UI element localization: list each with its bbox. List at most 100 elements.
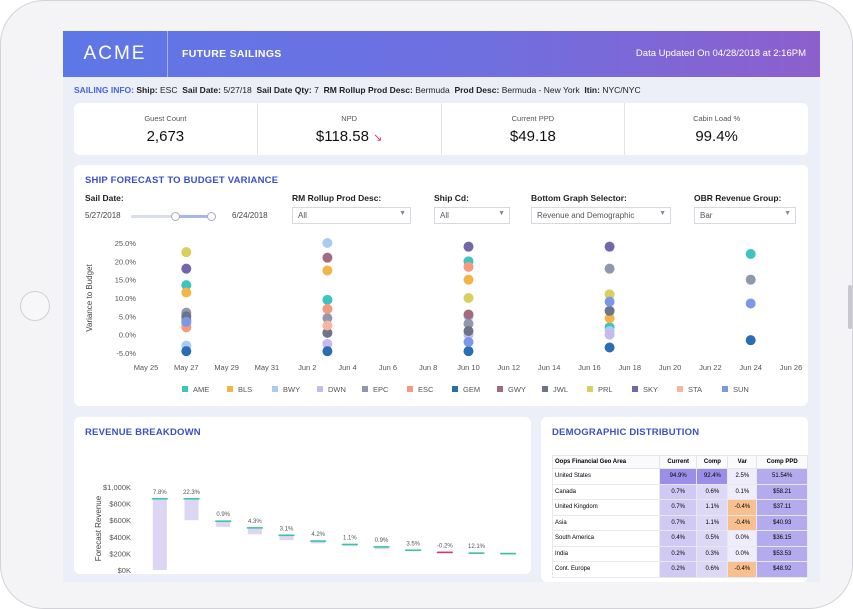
legend-label[interactable]: DWN xyxy=(328,385,346,394)
legend-label[interactable]: SKY xyxy=(643,385,658,394)
scatter-point-ame[interactable] xyxy=(322,294,333,305)
legend-label[interactable]: PRL xyxy=(598,385,613,394)
scatter-point-jwl[interactable] xyxy=(463,326,474,336)
legend-label[interactable]: STA xyxy=(688,385,702,394)
legend-swatch xyxy=(632,386,638,392)
legend-label[interactable]: AME xyxy=(193,385,209,394)
scatter-point-bls[interactable] xyxy=(322,265,333,276)
scatter-point-gem[interactable] xyxy=(181,346,192,357)
revenue-bar[interactable] xyxy=(184,497,199,521)
obr-select[interactable]: Bar ▼ xyxy=(694,207,796,224)
table-row[interactable]: India 0.2% 0.3% 0.0% $53.53 xyxy=(552,545,808,562)
col-header[interactable]: Comp PPD xyxy=(756,455,808,469)
y-tick-label: -5.0% xyxy=(116,349,136,358)
col-header[interactable]: Oops Financial Geo Area xyxy=(552,455,660,469)
table-row[interactable]: Asia 0.7% 1.1% -0.4% $40.93 xyxy=(552,514,808,531)
revenue-bar[interactable] xyxy=(279,534,294,541)
scatter-point-sta[interactable] xyxy=(322,320,333,331)
scatter-point-esc[interactable] xyxy=(463,261,474,272)
sail-qty-label: Sail Date Qty: xyxy=(256,85,312,95)
scatter-point-epc[interactable] xyxy=(463,318,474,329)
scatter-point-dwn[interactable] xyxy=(322,338,333,349)
kpi-value: 99.4% xyxy=(695,128,738,145)
table-row[interactable]: Cont. Europe 0.2% 0.6% -0.4% $48.92 xyxy=(552,561,808,578)
table-row[interactable]: United Kingdom 0.7% 1.1% -0.4% $37.11 xyxy=(552,499,808,516)
scatter-point-jwl[interactable] xyxy=(604,305,615,316)
scatter-point-sun[interactable] xyxy=(745,298,756,309)
legend-label[interactable]: BLS xyxy=(238,385,252,394)
col-header[interactable]: Var xyxy=(727,455,758,469)
scatter-point-bwy[interactable] xyxy=(322,238,333,248)
ship-select[interactable]: All ▼ xyxy=(434,207,510,224)
prod-desc-label: Prod Desc: xyxy=(454,85,500,95)
scatter-point-prl[interactable] xyxy=(604,289,615,300)
scatter-point-sky[interactable] xyxy=(181,263,192,274)
top-bar: ACME FUTURE SAILINGS Data Updated On 04/… xyxy=(63,31,820,77)
sail-date-label: Sail Date: xyxy=(182,85,221,95)
scatter-point-gem[interactable] xyxy=(604,342,615,353)
table-cell: 0.3% xyxy=(696,545,729,562)
scatter-point-sun[interactable] xyxy=(604,296,615,307)
x-tick-label: Jun 12 xyxy=(498,363,521,372)
scatter-point-gem[interactable] xyxy=(463,346,474,357)
scatter-point-prl[interactable] xyxy=(463,293,474,303)
scatter-point-gwy[interactable] xyxy=(322,252,333,263)
slider-range xyxy=(176,215,212,218)
slider-start-handle[interactable] xyxy=(171,212,180,221)
scatter-point-jwl[interactable] xyxy=(322,327,333,338)
home-button[interactable] xyxy=(20,291,50,321)
scatter-point-dwn[interactable] xyxy=(604,329,615,340)
legend-label[interactable]: GWY xyxy=(508,385,526,394)
revenue-bar[interactable] xyxy=(152,497,167,570)
revenue-bar[interactable] xyxy=(247,526,262,535)
scatter-point-prl[interactable] xyxy=(181,247,192,258)
rollup-label: RM Rollup Prod Desc: xyxy=(323,85,413,95)
col-header[interactable]: Comp xyxy=(696,455,729,469)
scatter-point-bls[interactable] xyxy=(463,274,474,285)
variance-label: 0.9% xyxy=(375,538,389,544)
x-tick-label: Jun 16 xyxy=(578,363,601,372)
bottom-graph-select[interactable]: Revenue and Demographic ▼ xyxy=(531,207,671,224)
table-row[interactable]: United States 94.9% 92.4% 2.5% 51.54% xyxy=(552,468,808,485)
slider-end-handle[interactable] xyxy=(207,212,216,221)
table-cell: 1.1% xyxy=(696,499,729,516)
rollup-select[interactable]: All ▼ xyxy=(292,207,411,224)
scatter-point-gwy[interactable] xyxy=(463,309,474,320)
scatter-point-bls[interactable] xyxy=(181,287,192,298)
revenue-bar[interactable] xyxy=(216,520,231,527)
scatter-point-sun[interactable] xyxy=(463,337,474,347)
scatter-point-sun[interactable] xyxy=(181,316,192,327)
scatter-point-gem[interactable] xyxy=(745,335,756,346)
scatter-point-ame[interactable] xyxy=(745,249,756,259)
legend-label[interactable]: ESC xyxy=(418,385,434,394)
scatter-point-epc[interactable] xyxy=(322,313,333,324)
legend-label[interactable]: GEM xyxy=(463,385,480,394)
scatter-point-gem[interactable] xyxy=(322,346,333,357)
scatter-point-esc[interactable] xyxy=(322,304,333,314)
legend-label[interactable]: JWL xyxy=(553,385,568,394)
scatter-point-sky[interactable] xyxy=(604,241,615,252)
x-tick-label: Jun 2 xyxy=(298,363,316,372)
date-range-slider[interactable] xyxy=(131,212,216,221)
table-cell: 0.7% xyxy=(658,514,698,531)
table-cell: $58.21 xyxy=(756,483,808,500)
table-row[interactable]: South America 0.4% 0.5% 0.0% $36.15 xyxy=(552,530,808,547)
table-cell: 0.0% xyxy=(727,530,758,547)
x-tick-label: Jun 22 xyxy=(699,363,722,372)
rollup-filter-label: RM Rollup Prod Desc: xyxy=(292,193,382,203)
side-button[interactable] xyxy=(848,285,852,329)
col-header[interactable]: Current xyxy=(658,455,698,469)
scatter-point-sky[interactable] xyxy=(463,241,474,252)
scatter-point-epc[interactable] xyxy=(604,263,615,274)
scatter-point-epc[interactable] xyxy=(745,274,756,285)
scatter-point-ame[interactable] xyxy=(181,280,192,291)
legend-label[interactable]: BWY xyxy=(283,385,300,394)
legend-label[interactable]: EPC xyxy=(373,385,389,394)
scatter-point-bls[interactable] xyxy=(604,313,615,324)
y-tick-label: $600K xyxy=(109,516,131,525)
kpi-label: Cabin Load % xyxy=(693,114,741,123)
forecast-title: SHIP FORECAST TO BUDGET VARIANCE xyxy=(85,175,279,186)
acme-logo[interactable]: ACME xyxy=(63,31,168,77)
table-row[interactable]: Canada 0.7% 0.6% 0.1% $58.21 xyxy=(552,483,808,500)
legend-label[interactable]: SUN xyxy=(733,385,749,394)
